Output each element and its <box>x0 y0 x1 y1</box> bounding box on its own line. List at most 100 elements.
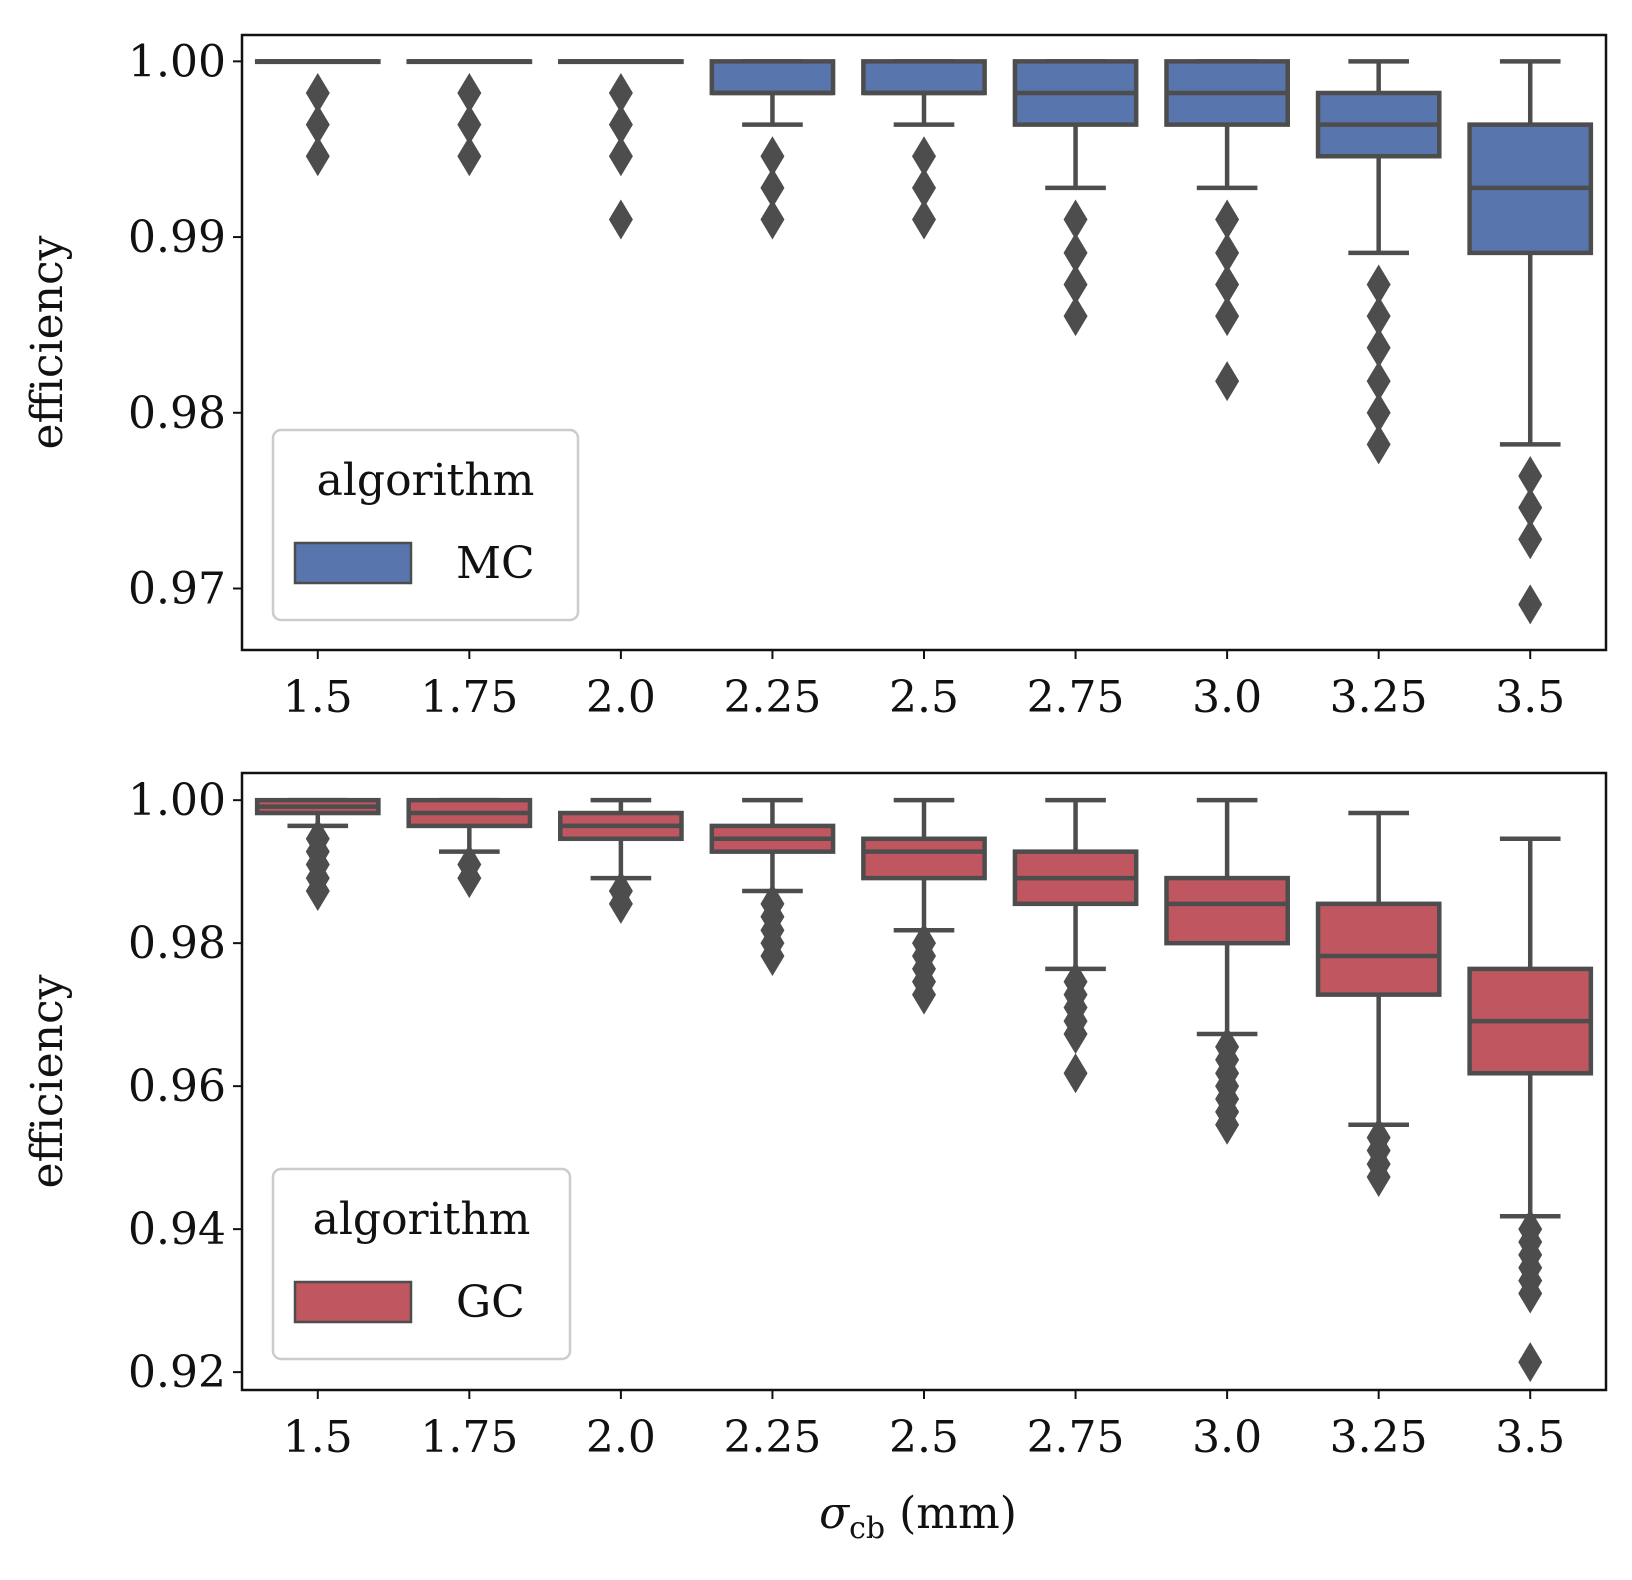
outlier-point <box>760 167 785 208</box>
box-body <box>1164 875 1290 946</box>
outlier-point <box>1063 232 1088 273</box>
x-tick-label: 3.0 <box>1192 1412 1262 1463</box>
outlier-point <box>1215 232 1240 273</box>
outlier-point <box>1063 1013 1088 1054</box>
y-tick-label: 0.92 <box>128 1347 226 1398</box>
outlier-point <box>305 72 330 113</box>
box-3.0 <box>1164 59 1290 402</box>
outlier-point <box>912 136 936 177</box>
legend-label: MC <box>456 538 535 589</box>
outlier-point <box>305 104 330 145</box>
outlier-point <box>1215 361 1240 402</box>
x-tick-label: 2.0 <box>586 1412 656 1463</box>
outlier-point <box>1215 296 1240 337</box>
outlier-point <box>1215 264 1240 305</box>
box-2.75 <box>1012 59 1139 337</box>
outlier-point <box>1063 199 1088 240</box>
box-3.5 <box>1467 59 1594 625</box>
box-2.25 <box>709 59 836 240</box>
plot-frame <box>240 33 1608 652</box>
y-tick-label: 1.00 <box>128 775 226 826</box>
outlier-point <box>1063 264 1088 305</box>
outlier-point <box>608 199 633 240</box>
legend-title: algorithm <box>317 455 535 506</box>
y-tick-label: 0.98 <box>128 918 226 969</box>
box-2.25 <box>709 797 836 977</box>
outlier-point <box>1518 519 1543 560</box>
y-tick-label: 0.94 <box>128 1204 226 1255</box>
y-tick-label: 0.97 <box>128 564 226 615</box>
x-axis-label-symbol: σ <box>819 1488 851 1539</box>
legend-title: algorithm <box>313 1194 531 1245</box>
outlier-point <box>1366 361 1391 402</box>
y-tick-label: 0.99 <box>128 212 226 263</box>
x-tick-label: 2.0 <box>586 672 656 723</box>
outlier-point <box>457 72 482 113</box>
outlier-point <box>1518 584 1543 625</box>
box-2.5 <box>861 797 987 1015</box>
chart-panel-gc: 0.92 0.94 0.96 0.98 1.00 1.5 1.75 2.0 2.25 2.5 2.7… <box>22 771 1608 1463</box>
box-3.25 <box>1315 810 1442 1197</box>
x-tick-label: 2.5 <box>889 1412 959 1463</box>
outlier-point <box>608 883 633 924</box>
box-1.5 <box>254 797 381 911</box>
x-tick-label: 2.25 <box>723 672 821 723</box>
outlier-point <box>912 974 936 1015</box>
chart-panel-mc: 0.97 0.98 0.99 1.00 1.5 1.75 2.0 2.25 2.5 2.75 3.0… <box>22 33 1608 723</box>
box-1.75 <box>406 797 533 899</box>
outlier-point <box>1366 1156 1391 1197</box>
outlier-point <box>305 870 330 911</box>
box-body <box>1315 901 1442 997</box>
box-2.5 <box>861 59 987 240</box>
box-1.75 <box>406 59 533 177</box>
x-tick-label: 3.25 <box>1330 1412 1428 1463</box>
outlier-point <box>1366 296 1391 337</box>
x-tick-label: 1.75 <box>420 672 518 723</box>
box-2.75 <box>1012 797 1139 1094</box>
x-tick-label: 3.5 <box>1495 1412 1565 1463</box>
x-tick-label: 2.75 <box>1027 1412 1125 1463</box>
legend-swatch <box>293 1280 413 1324</box>
box-2.0 <box>558 59 684 240</box>
outlier-point <box>457 136 482 177</box>
x-tick-label: 1.5 <box>283 672 353 723</box>
box-1.5 <box>254 59 381 177</box>
x-tick-label: 1.75 <box>420 1412 518 1463</box>
legend-swatch <box>293 541 413 585</box>
outlier-point <box>1366 424 1391 465</box>
outlier-point <box>1366 264 1391 305</box>
outlier-point <box>1366 327 1391 368</box>
plot-frame <box>240 771 1608 1392</box>
x-axis-label-unit: (mm) <box>885 1488 1017 1539</box>
outlier-point <box>608 72 633 113</box>
legend-label: GC <box>456 1277 525 1328</box>
box-body <box>861 836 987 881</box>
outlier-point <box>912 199 936 240</box>
outlier-point <box>1518 456 1543 497</box>
outlier-point <box>1518 1273 1543 1314</box>
box-body <box>861 59 987 96</box>
outlier-point <box>760 936 785 977</box>
y-axis-label: efficiency <box>22 235 73 449</box>
legend: algorithm MC <box>271 428 580 622</box>
outlier-point <box>1063 1053 1088 1094</box>
x-tick-label: 3.5 <box>1495 672 1565 723</box>
box-3.0 <box>1164 797 1290 1145</box>
outlier-point <box>457 858 482 899</box>
box-3.5 <box>1467 836 1594 1383</box>
x-tick-label: 3.0 <box>1192 672 1262 723</box>
legend: algorithm GC <box>271 1167 572 1361</box>
x-tick-label: 2.25 <box>723 1412 821 1463</box>
x-tick-label: 2.75 <box>1027 672 1125 723</box>
box-3.25 <box>1315 59 1442 465</box>
x-axis-label-subscript: cb <box>849 1511 885 1546</box>
y-tick-label: 1.00 <box>128 36 226 87</box>
x-axis-label: σcb (mm) <box>819 1488 1017 1546</box>
outlier-point <box>305 136 330 177</box>
outlier-point <box>1518 1342 1543 1383</box>
outlier-point <box>912 167 936 208</box>
outlier-point <box>1215 1104 1240 1145</box>
outlier-point <box>760 199 785 240</box>
outlier-point <box>457 104 482 145</box>
